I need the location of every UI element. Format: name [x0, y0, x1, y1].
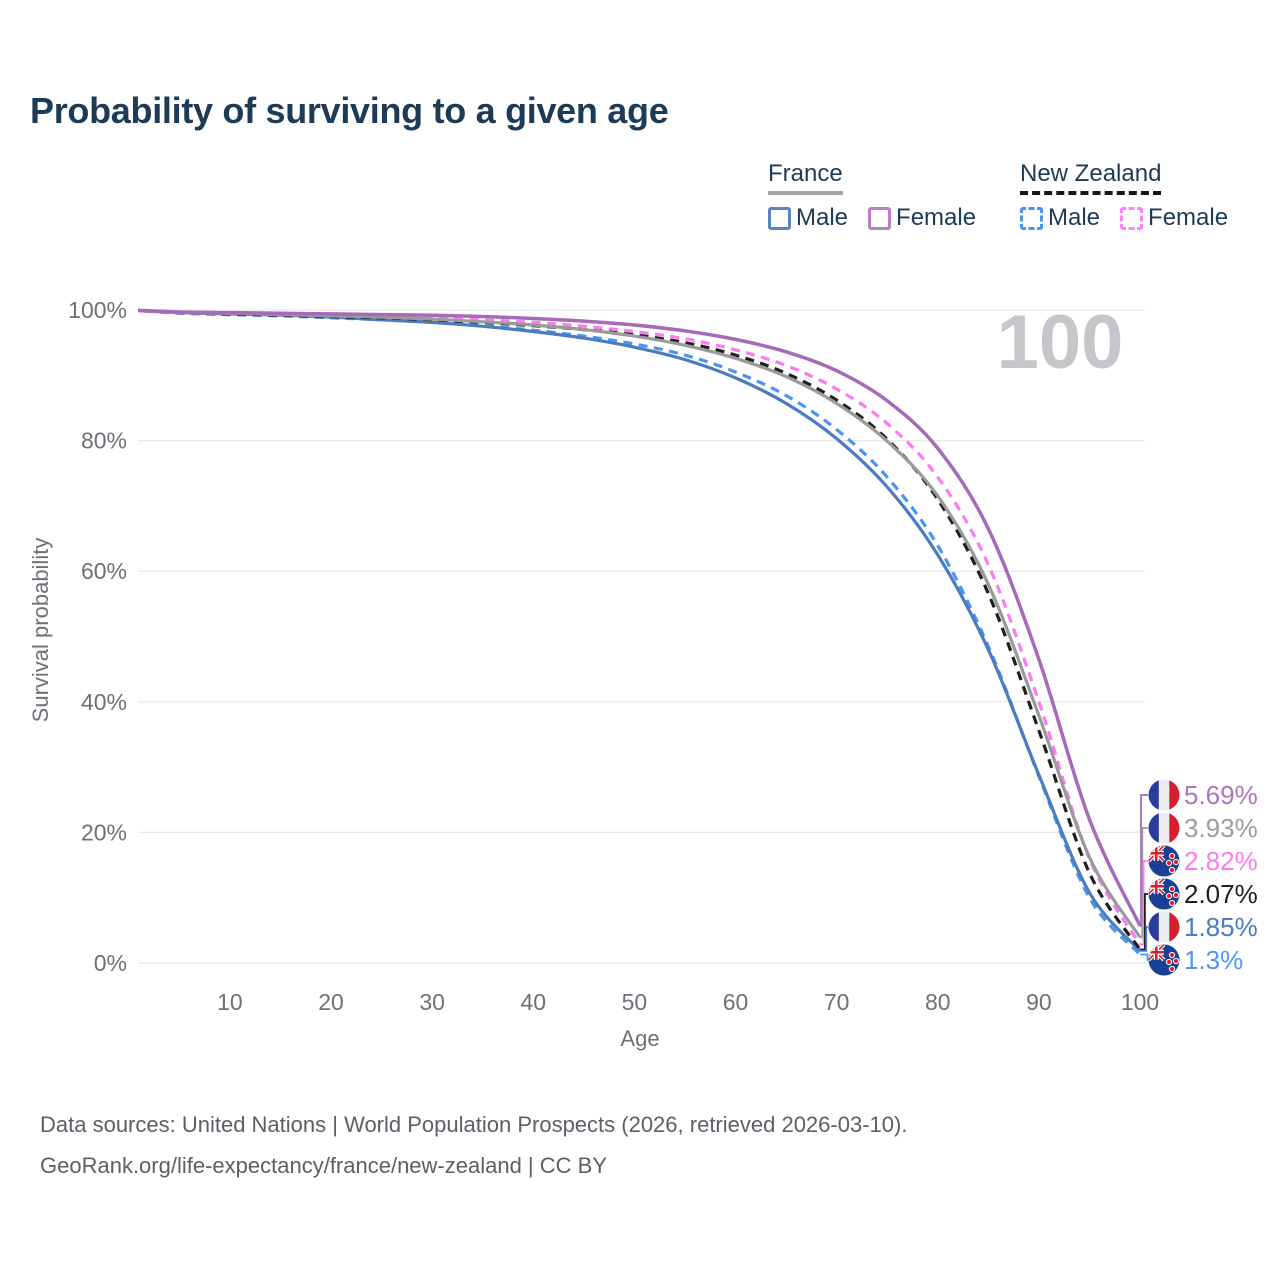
y-tick-label: 40% — [81, 689, 127, 715]
series-lines — [138, 308, 1142, 956]
legend-items-new-zealand: Male Female — [1020, 204, 1228, 232]
end-label-new-zealand-female: 2.82% — [1184, 846, 1258, 876]
series-line-new-zealand-male — [138, 309, 1142, 956]
end-label-france-male: 1.85% — [1184, 912, 1258, 942]
france-flag-icon — [1148, 911, 1180, 943]
end-label-france-both: 3.93% — [1184, 813, 1258, 843]
y-tick-label: 100% — [68, 297, 127, 323]
y-axis-label: Survival probability — [28, 538, 53, 723]
new-zealand-flag-icon — [1148, 845, 1180, 877]
x-tick-label: 70 — [824, 989, 850, 1015]
france-flag-icon — [1148, 779, 1180, 811]
series-line-new-zealand-both — [138, 308, 1142, 951]
footer: Data sources: United Nations | World Pop… — [40, 1104, 907, 1186]
series-line-france-female — [138, 308, 1142, 927]
attribution-text: GeoRank.org/life-expectancy/france/new-z… — [40, 1153, 607, 1178]
legend-header-new-zealand: New Zealand — [1020, 160, 1162, 195]
france-female-swatch-icon — [868, 206, 892, 230]
new-zealand-male-swatch-icon — [1020, 206, 1043, 230]
y-tick-label: 0% — [94, 950, 127, 976]
x-tick-label: 50 — [622, 989, 648, 1015]
legend-item-label: Male — [1048, 204, 1101, 231]
legend-item-label: Female — [1148, 204, 1229, 231]
x-tick-label: 60 — [723, 989, 749, 1015]
leader-line-france-male — [1140, 926, 1148, 952]
leader-line-new-zealand-male — [1140, 953, 1149, 961]
leader-line-new-zealand-female — [1140, 860, 1148, 946]
france-male-swatch-icon — [768, 206, 791, 230]
x-tick-label: 100 — [1121, 989, 1159, 1015]
chart-title: Probability of surviving to a given age — [30, 90, 669, 131]
y-tick-label: 80% — [81, 428, 127, 454]
leader-line-france-female — [1140, 794, 1148, 927]
legend-items-france: Male Female — [768, 204, 976, 232]
leader-line-new-zealand-both — [1140, 893, 1148, 951]
legend-item-france-female[interactable]: Female — [868, 204, 976, 232]
x-axis-label: Age — [620, 1026, 659, 1051]
data-sources-text: Data sources: United Nations | World Pop… — [40, 1112, 908, 1137]
series-line-new-zealand-female — [138, 308, 1142, 946]
legend-item-label: Female — [896, 204, 977, 231]
series-line-france-both — [138, 308, 1142, 939]
end-labels: 5.69%3.93%2.82%2.07%1.85%1.3% — [1140, 779, 1258, 976]
series-line-france-male — [138, 308, 1142, 952]
end-label-new-zealand-male: 1.3% — [1184, 945, 1243, 975]
x-tick-label: 90 — [1026, 989, 1052, 1015]
legend-item-label: Male — [796, 204, 849, 231]
x-tick-label: 10 — [217, 989, 243, 1015]
legend-item-new-zealand-female[interactable]: Female — [1120, 204, 1228, 232]
leader-line-france-both — [1140, 827, 1148, 939]
y-tick-label: 60% — [81, 558, 127, 584]
new-zealand-flag-icon — [1148, 878, 1180, 910]
age-watermark: 100 — [997, 300, 1124, 385]
y-tick-label: 20% — [81, 819, 127, 845]
x-tick-label: 80 — [925, 989, 951, 1015]
legend-group-new-zealand: New Zealand Male Female — [1020, 160, 1228, 232]
legend-header-france: France — [768, 160, 843, 195]
x-tick-label: 30 — [419, 989, 445, 1015]
new-zealand-female-swatch-icon — [1120, 206, 1144, 230]
france-flag-icon — [1148, 812, 1180, 844]
x-tick-label: 40 — [520, 989, 546, 1015]
new-zealand-flag-icon — [1148, 944, 1180, 976]
legend-item-new-zealand-male[interactable]: Male — [1020, 204, 1100, 232]
legend-item-france-male[interactable]: Male — [768, 204, 848, 232]
end-label-new-zealand-both: 2.07% — [1184, 879, 1258, 909]
legend-group-france: France Male Female — [768, 160, 976, 232]
x-tick-label: 20 — [318, 989, 344, 1015]
end-label-france-female: 5.69% — [1184, 780, 1258, 810]
